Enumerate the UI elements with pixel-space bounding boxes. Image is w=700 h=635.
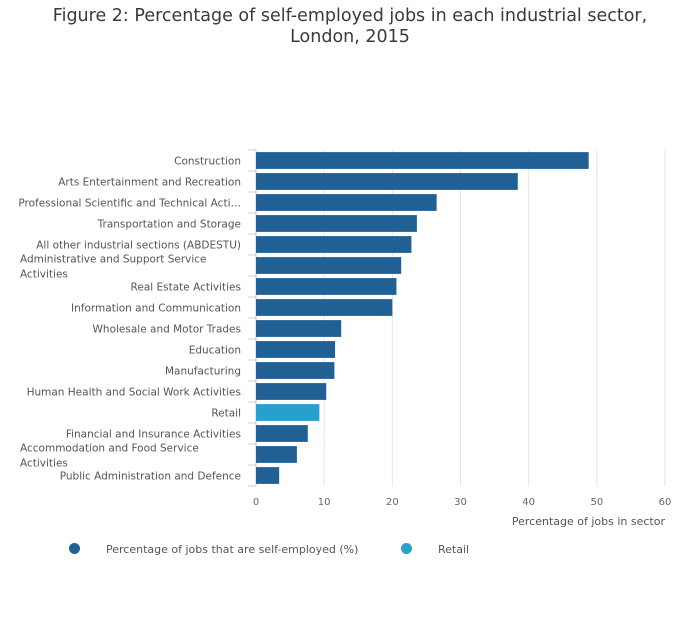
legend-label: Retail bbox=[438, 543, 470, 556]
y-tick-label: Transportation and Storage bbox=[97, 219, 241, 231]
y-tick-label-line: Activities bbox=[20, 458, 68, 470]
chart-title-line-1: Figure 2: Percentage of self-employed jo… bbox=[52, 6, 648, 26]
y-tick-label: Professional Scientific and Technical Ac… bbox=[18, 198, 241, 210]
bar bbox=[256, 278, 397, 295]
y-tick-label: Human Health and Social Work Activities bbox=[27, 387, 241, 399]
legend-label: Percentage of jobs that are self-employe… bbox=[106, 543, 359, 556]
x-tick-label: 40 bbox=[522, 497, 535, 508]
bar bbox=[256, 404, 320, 421]
chart-title-line-2: London, 2015 bbox=[290, 27, 410, 47]
y-tick-label: Public Administration and Defence bbox=[60, 471, 241, 483]
y-tick-label: Construction bbox=[174, 156, 241, 168]
y-tick-label: Administrative and Support Service Activi… bbox=[20, 254, 207, 281]
x-tick-label: 30 bbox=[454, 497, 467, 508]
x-tick-label: 60 bbox=[659, 497, 672, 508]
y-tick-label: Information and Communication bbox=[71, 303, 241, 315]
y-tick-label: Manufacturing bbox=[165, 366, 241, 378]
bar bbox=[256, 362, 335, 379]
chart-title: Figure 2: Percentage of self-employed jo… bbox=[0, 6, 700, 48]
legend-marker bbox=[401, 543, 412, 554]
bar bbox=[256, 194, 437, 211]
x-tick-label: 0 bbox=[253, 497, 259, 508]
bar-chart: 0 10 20 30 40 50 60 Construction Arts Entertainm… bbox=[18, 149, 672, 528]
y-tick-label: Arts Entertainment and Recreation bbox=[58, 177, 241, 189]
y-tick-label: Real Estate Activities bbox=[131, 282, 241, 294]
y-tick-label: Wholesale and Motor Trades bbox=[93, 324, 241, 336]
bar bbox=[256, 467, 280, 484]
bar bbox=[256, 152, 589, 169]
bar bbox=[256, 425, 308, 442]
bar bbox=[256, 257, 402, 274]
y-tick-label: Financial and Insurance Activities bbox=[66, 429, 241, 441]
bar bbox=[256, 173, 518, 190]
bar bbox=[256, 215, 417, 232]
y-tick-label-line: Accommodation and Food Service bbox=[20, 443, 199, 455]
y-tick-label: Accommodation and Food Service Activities bbox=[20, 443, 199, 470]
x-tick-label: 10 bbox=[318, 497, 331, 508]
legend: Percentage of jobs that are self-employe… bbox=[0, 540, 700, 560]
y-tick-label: All other industrial sections (ABDESTU) bbox=[36, 240, 241, 252]
bar bbox=[256, 320, 342, 337]
y-tick-label: Education bbox=[189, 345, 241, 357]
bar bbox=[256, 446, 297, 463]
bar bbox=[256, 236, 412, 253]
x-axis-title: Percentage of jobs in sector bbox=[512, 515, 666, 528]
legend-marker bbox=[69, 543, 80, 554]
bar bbox=[256, 383, 327, 400]
y-tick-label-line: Activities bbox=[20, 269, 68, 281]
x-tick-label: 20 bbox=[386, 497, 399, 508]
y-tick-label: Retail bbox=[211, 408, 241, 420]
bar bbox=[256, 299, 393, 316]
bar bbox=[256, 341, 336, 358]
x-tick-label: 50 bbox=[590, 497, 603, 508]
y-tick-label-line: Administrative and Support Service bbox=[20, 254, 207, 266]
